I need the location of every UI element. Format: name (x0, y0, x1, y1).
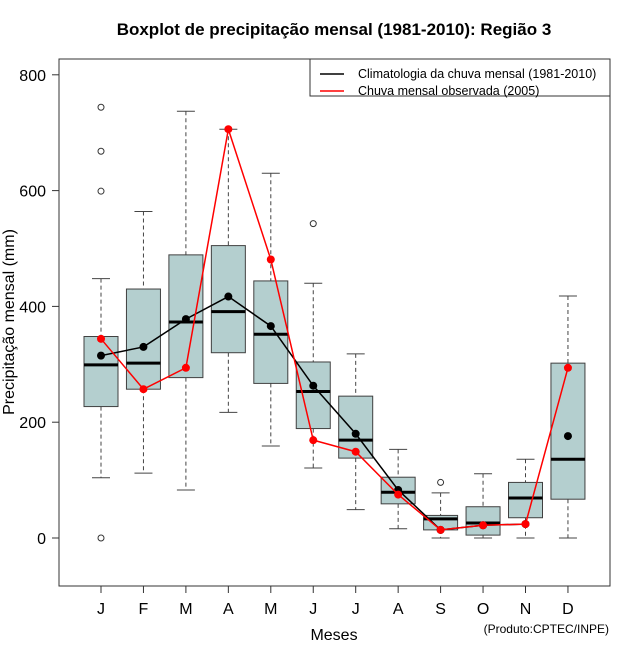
series-point (563, 432, 572, 441)
series-point (97, 351, 105, 360)
box-11 (550, 295, 586, 539)
climatology-series (97, 292, 572, 534)
credit-label: (Produto:CPTEC/INPE) (484, 622, 609, 636)
x-tick-label: S (435, 601, 446, 618)
series-point (479, 521, 488, 530)
y-tick-label: 200 (19, 415, 46, 432)
series-point (181, 363, 190, 372)
series-point (309, 436, 318, 445)
x-tick-label: F (139, 601, 149, 618)
y-tick-label: 600 (19, 184, 46, 201)
series-point (97, 334, 105, 343)
observed-series (97, 125, 572, 534)
box-iqr (508, 481, 543, 519)
x-tick-label: J (309, 601, 317, 618)
y-axis: 0 200 400 600 800 (19, 68, 60, 548)
box-9 (465, 473, 501, 539)
x-tick-label: J (97, 601, 105, 618)
legend-label-observed: Chuva mensal observada (2005) (358, 84, 539, 98)
series-point (436, 525, 445, 534)
box-iqr (253, 280, 289, 384)
x-tick-label: M (179, 601, 192, 618)
x-tick-label: N (520, 601, 532, 618)
x-tick-label: D (562, 601, 574, 618)
outlier-point (97, 187, 105, 195)
series-point (139, 342, 148, 351)
outlier-point (309, 220, 317, 228)
x-tick-label: A (223, 601, 234, 618)
box-5 (295, 220, 331, 469)
outlier-point (97, 103, 105, 111)
x-tick-label: M (264, 601, 277, 618)
box-0 (83, 103, 119, 542)
x-axis-label: Meses (310, 627, 357, 644)
box-3 (210, 128, 246, 413)
series-point (224, 125, 233, 134)
series-line (100, 128, 569, 531)
y-axis-label: Precipitação mensal (mm) (1, 229, 18, 415)
outlier-point (437, 478, 445, 486)
legend: Climatologia da chuva mensal (1981-2010)… (309, 58, 611, 98)
chart-title: Boxplot de precipitação mensal (1981-201… (117, 20, 552, 39)
legend-box (309, 58, 611, 97)
series-point (266, 255, 275, 264)
box-10 (508, 458, 543, 539)
outlier-point (97, 147, 105, 155)
x-tick-label: A (393, 601, 404, 618)
series-point (181, 315, 190, 324)
y-tick-label: 400 (19, 299, 46, 316)
box-iqr (550, 362, 586, 500)
series-point (563, 363, 572, 372)
series-point (351, 447, 360, 456)
box-iqr (295, 361, 331, 430)
series-point (309, 381, 318, 390)
y-tick-label: 800 (19, 68, 46, 85)
boxes-group (83, 103, 586, 542)
box-iqr (465, 506, 501, 536)
x-tick-label: O (477, 601, 489, 618)
legend-label-climatology: Climatologia da chuva mensal (1981-2010) (358, 67, 596, 81)
series-lines (97, 125, 572, 534)
box-1 (125, 210, 161, 474)
x-tick-label: J (352, 601, 360, 618)
box-4 (253, 172, 289, 447)
series-point (394, 490, 403, 499)
series-point (351, 429, 360, 438)
series-point (521, 520, 530, 529)
series-point (224, 292, 233, 301)
outlier-point (97, 534, 105, 542)
y-tick-label: 0 (37, 531, 46, 548)
series-point (266, 322, 275, 331)
box-iqr (83, 336, 119, 408)
series-point (139, 385, 148, 394)
